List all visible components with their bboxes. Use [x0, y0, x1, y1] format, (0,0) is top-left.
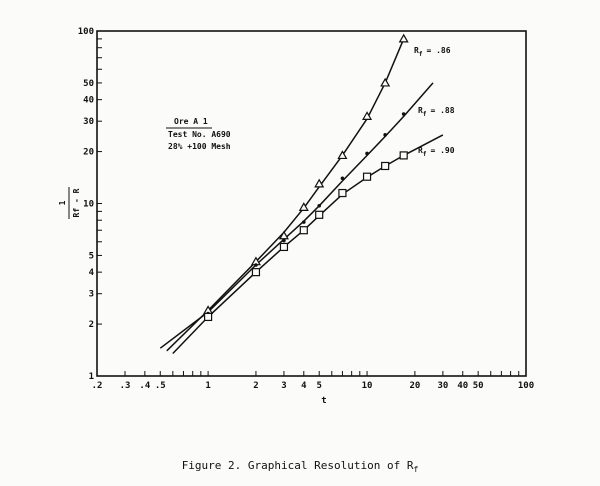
square-marker	[279, 242, 289, 252]
y-tick-label: 3	[89, 290, 94, 300]
annotation-line2: Test No. A690	[168, 130, 231, 139]
x-tick-label: 2	[253, 381, 258, 391]
x-tick-label: 100	[518, 381, 534, 391]
series-label: Rf = .86	[414, 46, 451, 58]
x-tick-label: 1	[205, 381, 210, 391]
dot-marker	[383, 133, 387, 137]
square-marker	[315, 210, 324, 219]
series-lines	[159, 38, 444, 355]
triangle-marker	[398, 33, 409, 43]
x-tick-label: .5	[155, 381, 166, 391]
y-axis-ticks: 1 2 3 4 5 10 20 30 40 50 100	[78, 27, 102, 382]
annotation-line1: Ore A 1	[174, 117, 208, 126]
dot-marker	[340, 176, 345, 181]
y-tick-label: 20	[83, 148, 94, 158]
x-tick-label: .3	[120, 381, 131, 391]
dot-marker	[282, 238, 286, 243]
y-tick-label: 5	[89, 251, 94, 261]
caption-subscript: f	[413, 465, 419, 475]
x-tick-label: 3	[281, 381, 286, 391]
x-tick-label: 50	[473, 381, 484, 391]
x-tick-label: 30	[437, 381, 448, 391]
y-label-numerator: 1	[58, 200, 67, 205]
x-tick-label: 40	[457, 381, 468, 391]
plot-frame	[96, 30, 527, 377]
dot-marker	[401, 112, 406, 116]
x-axis-ticks: .2 .3 .4 .5 1 2 3 4 5 10 20 30 40 50 100	[92, 371, 534, 391]
dot-marker	[365, 151, 369, 156]
x-tick-label: 10	[362, 381, 373, 391]
x-tick-label: 5	[316, 381, 321, 391]
annotation-box: Ore A 1 Test No. A690 28% +100 Mesh	[166, 117, 231, 151]
figure-caption: Figure 2. Graphical Resolution of Rf	[0, 459, 600, 474]
y-tick-label: 4	[89, 268, 95, 278]
dot-marker	[254, 263, 258, 267]
dot-marker	[317, 203, 322, 208]
annotation-line3: 28% +100 Mesh	[168, 142, 231, 151]
square-marker	[251, 268, 261, 277]
y-tick-label: 2	[89, 320, 94, 330]
square-marker	[399, 151, 408, 160]
dot-marker	[301, 220, 306, 224]
triangle-marker	[337, 150, 348, 160]
y-tick-label: 50	[83, 79, 94, 89]
caption-text: Figure 2. Graphical Resolution of R	[181, 459, 414, 472]
y-axis-label: 1 Rf - R	[58, 187, 81, 219]
y-tick-label: 40	[83, 96, 94, 106]
x-tick-label: 20	[409, 381, 420, 391]
triangle-marker	[362, 111, 373, 120]
series-label: Rf = .88	[418, 106, 455, 118]
square-marker	[299, 226, 308, 235]
triangle-marker	[298, 202, 309, 211]
y-tick-label: 1	[89, 372, 94, 382]
series-labels: Rf = .86 Rf = .88 Rf = .90	[414, 46, 455, 158]
triangle-marker	[380, 77, 391, 87]
x-tick-label: .4	[139, 381, 150, 391]
x-axis-label: t	[321, 396, 326, 406]
square-marker	[381, 161, 390, 171]
square-marker	[338, 188, 347, 198]
y-label-denominator: Rf - R	[72, 188, 81, 217]
series-label: Rf = .90	[418, 146, 455, 158]
series-line	[172, 134, 444, 355]
square-marker	[204, 312, 213, 322]
y-tick-label: 100	[78, 27, 94, 37]
x-tick-label: .2	[92, 381, 103, 391]
y-tick-label: 10	[83, 200, 94, 210]
y-tick-label: 30	[83, 117, 94, 127]
series-markers	[203, 33, 409, 322]
triangle-marker	[314, 178, 325, 188]
square-marker	[362, 172, 372, 181]
series-line	[166, 38, 405, 352]
x-tick-label: 4	[301, 381, 307, 391]
